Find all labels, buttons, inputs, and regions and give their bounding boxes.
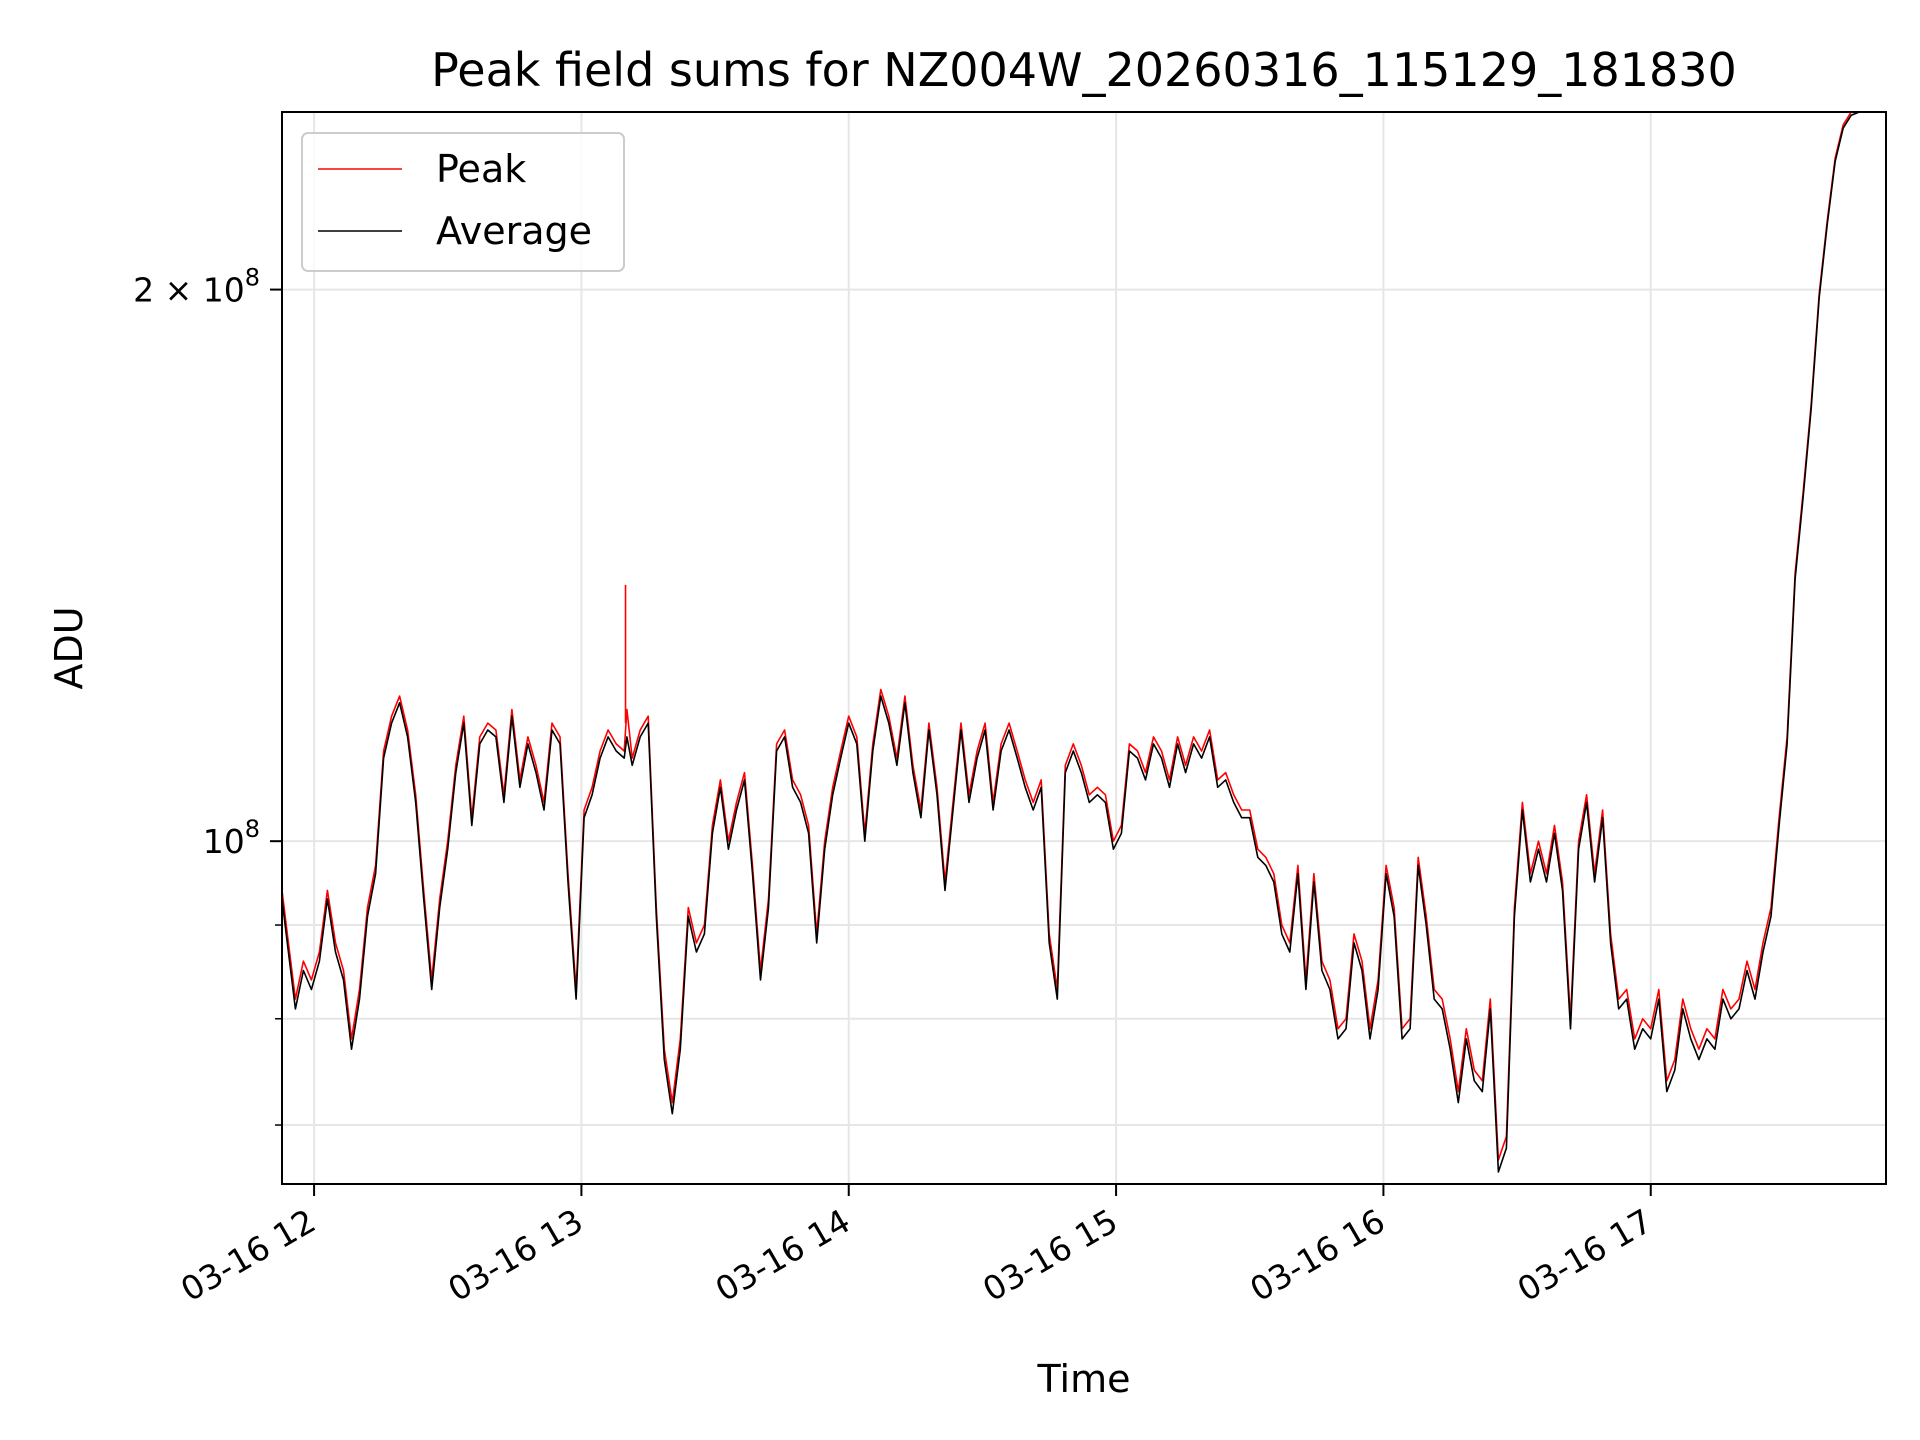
legend-average-label: Average (436, 209, 592, 253)
axes-frame (281, 111, 1887, 1185)
y-axis-label: ADU (47, 606, 91, 689)
y-tick-base: 10 (203, 822, 245, 861)
grid-layer (282, 112, 1886, 1184)
legend-box (301, 132, 625, 272)
legend-peak-label: Peak (436, 147, 526, 191)
data-layer (282, 112, 1884, 1173)
y-tick-base: 10 (203, 271, 245, 310)
series-line-average (282, 112, 1884, 1173)
y-tick-exponent: 8 (245, 815, 260, 843)
y-tick-label: 108 (203, 815, 260, 861)
chart-title: Peak field sums for NZ004W_20260316_1151… (431, 43, 1737, 97)
y-tick-label: 2 × 108 (133, 264, 260, 310)
legend: Peak Average (301, 132, 625, 272)
y-tick-exponent: 8 (245, 264, 260, 292)
x-axis-label: Time (1037, 1357, 1131, 1401)
y-tick-mantissa: 2 × (133, 271, 203, 310)
